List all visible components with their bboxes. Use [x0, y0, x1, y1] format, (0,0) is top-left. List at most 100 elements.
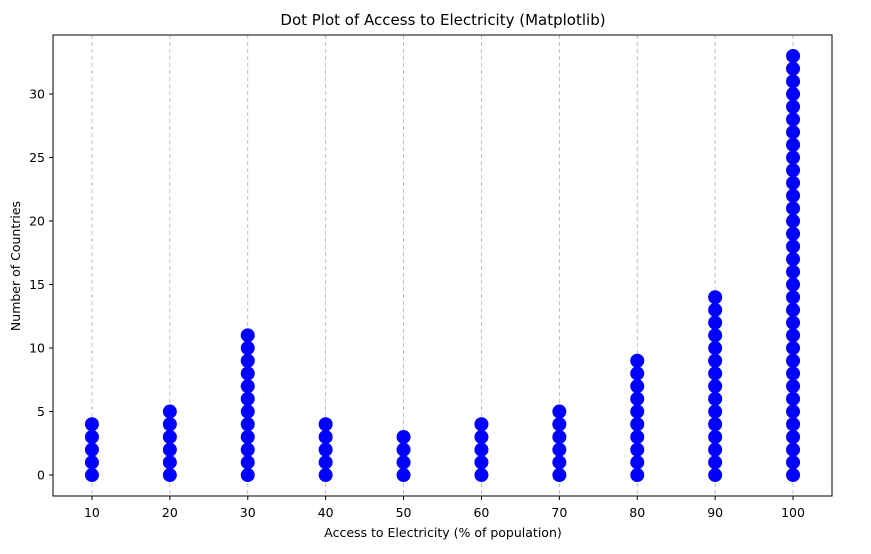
dot-70-2	[552, 442, 567, 457]
dot-40-3	[318, 429, 333, 444]
dot-90-10	[708, 341, 723, 356]
dot-90-0	[708, 468, 723, 483]
dot-20-5	[162, 404, 177, 419]
x-tick-label-20: 20	[162, 505, 178, 520]
dot-30-4	[240, 417, 255, 432]
dot-30-3	[240, 429, 255, 444]
dot-40-1	[318, 455, 333, 470]
dot-100-0	[786, 468, 801, 483]
y-axis-ticks: 0 5 10 15 20 25 30	[29, 87, 53, 483]
dot-50-0	[396, 468, 411, 483]
y-tick-label-0: 0	[37, 468, 45, 483]
dot-80-3	[630, 429, 645, 444]
dot-100-4	[786, 417, 801, 432]
dot-30-10	[240, 341, 255, 356]
dot-30-0	[240, 468, 255, 483]
dot-100-17	[786, 252, 801, 267]
dot-100-7	[786, 379, 801, 394]
dot-100-20	[786, 214, 801, 229]
y-tick-label-15: 15	[29, 277, 45, 292]
dot-30-2	[240, 442, 255, 457]
y-axis-label: Number of Countries	[8, 201, 23, 331]
dot-90-12	[708, 315, 723, 330]
x-axis-ticks: 10 20 30 40 50 60 70 80 90 100	[84, 496, 805, 520]
dot-100-28	[786, 112, 801, 127]
x-tick-label-90: 90	[707, 505, 723, 520]
dot-100-15	[786, 277, 801, 292]
dot-100-24	[786, 163, 801, 178]
dot-100-9	[786, 353, 801, 368]
dot-30-6	[240, 391, 255, 406]
dot-30-5	[240, 404, 255, 419]
dot-20-2	[162, 442, 177, 457]
dot-20-4	[162, 417, 177, 432]
dot-90-6	[708, 391, 723, 406]
dot-100-23	[786, 175, 801, 190]
dot-100-33	[786, 48, 801, 63]
dot-60-2	[474, 442, 489, 457]
dot-100-22	[786, 188, 801, 203]
dot-50-3	[396, 429, 411, 444]
dot-60-0	[474, 468, 489, 483]
dot-30-7	[240, 379, 255, 394]
dot-10-4	[84, 417, 99, 432]
dot-100-16	[786, 264, 801, 279]
dot-70-0	[552, 468, 567, 483]
y-tick-label-20: 20	[29, 214, 45, 229]
dot-90-3	[708, 429, 723, 444]
y-tick-label-30: 30	[29, 87, 45, 102]
dot-90-14	[708, 290, 723, 305]
dot-90-13	[708, 302, 723, 317]
dot-80-2	[630, 442, 645, 457]
data-dots	[84, 48, 801, 483]
dot-40-2	[318, 442, 333, 457]
dot-90-9	[708, 353, 723, 368]
plot-frame	[52, 34, 833, 497]
dot-10-2	[84, 442, 99, 457]
y-tick-label-10: 10	[29, 341, 45, 356]
dot-80-9	[630, 353, 645, 368]
dot-70-4	[552, 417, 567, 432]
dot-90-4	[708, 417, 723, 432]
dot-70-3	[552, 429, 567, 444]
x-tick-label-40: 40	[318, 505, 334, 520]
dot-100-18	[786, 239, 801, 254]
dot-20-3	[162, 429, 177, 444]
x-tick-label-70: 70	[551, 505, 567, 520]
x-axis-label: Access to Electricity (% of population)	[324, 525, 562, 540]
x-tick-label-80: 80	[629, 505, 645, 520]
dot-100-1	[786, 455, 801, 470]
dot-100-27	[786, 125, 801, 140]
x-tick-label-50: 50	[396, 505, 412, 520]
dot-80-1	[630, 455, 645, 470]
dot-50-1	[396, 455, 411, 470]
dot-100-29	[786, 99, 801, 114]
dot-100-2	[786, 442, 801, 457]
dot-30-9	[240, 353, 255, 368]
dot-100-21	[786, 201, 801, 216]
dot-80-6	[630, 391, 645, 406]
dot-90-2	[708, 442, 723, 457]
dot-40-4	[318, 417, 333, 432]
dot-100-26	[786, 137, 801, 152]
dot-100-8	[786, 366, 801, 381]
dot-60-4	[474, 417, 489, 432]
dot-80-7	[630, 379, 645, 394]
x-tick-label-60: 60	[473, 505, 489, 520]
dot-80-8	[630, 366, 645, 381]
dot-60-1	[474, 455, 489, 470]
dot-80-4	[630, 417, 645, 432]
chart-title: Dot Plot of Access to Electricity (Matpl…	[280, 11, 605, 29]
dot-10-1	[84, 455, 99, 470]
dot-100-25	[786, 150, 801, 165]
dot-60-3	[474, 429, 489, 444]
dot-20-0	[162, 468, 177, 483]
x-tick-label-10: 10	[84, 505, 100, 520]
dot-100-12	[786, 315, 801, 330]
dot-100-19	[786, 226, 801, 241]
dot-90-7	[708, 379, 723, 394]
x-tick-label-100: 100	[781, 505, 805, 520]
dot-100-30	[786, 87, 801, 102]
